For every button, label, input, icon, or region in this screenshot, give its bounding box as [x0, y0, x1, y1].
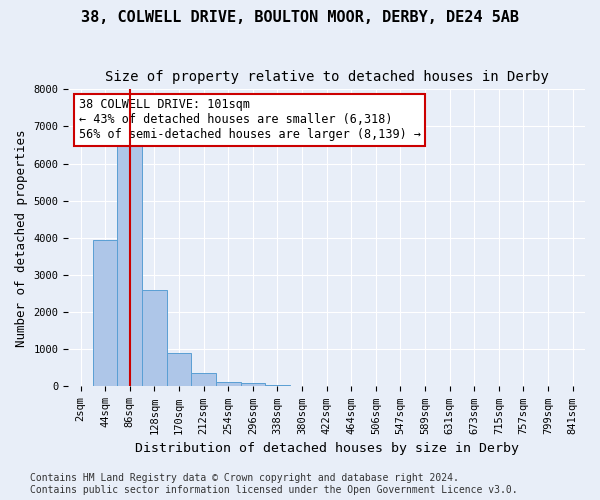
Title: Size of property relative to detached houses in Derby: Size of property relative to detached ho… — [105, 70, 548, 84]
Text: 38 COLWELL DRIVE: 101sqm
← 43% of detached houses are smaller (6,318)
56% of sem: 38 COLWELL DRIVE: 101sqm ← 43% of detach… — [79, 98, 421, 141]
Text: 38, COLWELL DRIVE, BOULTON MOOR, DERBY, DE24 5AB: 38, COLWELL DRIVE, BOULTON MOOR, DERBY, … — [81, 10, 519, 25]
Text: Contains HM Land Registry data © Crown copyright and database right 2024.
Contai: Contains HM Land Registry data © Crown c… — [30, 474, 518, 495]
Bar — [241, 384, 265, 386]
Bar — [265, 385, 290, 386]
Bar — [142, 290, 167, 386]
Bar — [191, 372, 216, 386]
Bar — [216, 382, 241, 386]
Bar — [167, 353, 191, 386]
X-axis label: Distribution of detached houses by size in Derby: Distribution of detached houses by size … — [134, 442, 518, 455]
Bar — [93, 240, 118, 386]
Bar — [118, 145, 142, 386]
Y-axis label: Number of detached properties: Number of detached properties — [15, 129, 28, 346]
